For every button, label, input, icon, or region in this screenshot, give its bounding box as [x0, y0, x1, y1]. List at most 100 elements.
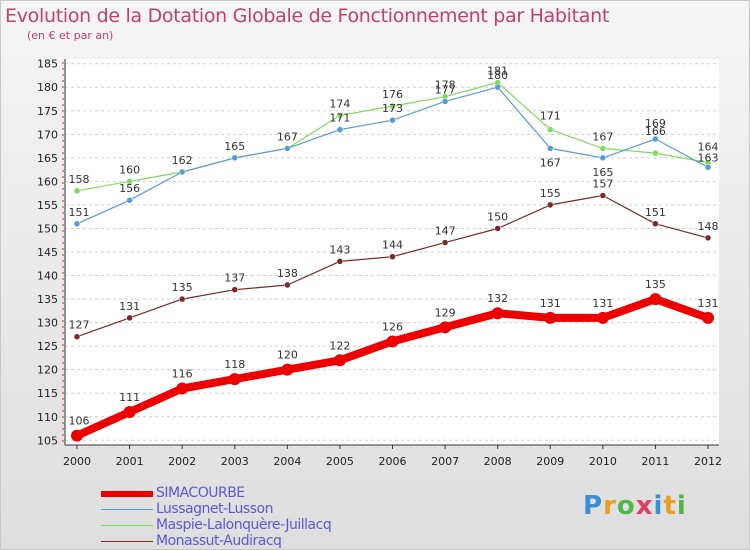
data-labels: 106 111 116 118 120 122 126 129 132 131 131 135 131 1… [69, 65, 719, 428]
data-label: 147 [435, 225, 456, 238]
data-point [73, 333, 81, 340]
data-point [494, 225, 501, 232]
legend-swatch-maspie [101, 525, 153, 526]
data-point [126, 314, 133, 322]
data-point [652, 220, 659, 228]
data-point [389, 116, 396, 124]
data-point [73, 187, 81, 195]
data-label: 122 [329, 339, 350, 352]
data-label: 177 [435, 83, 456, 96]
data-point [547, 201, 554, 209]
data-point [652, 149, 659, 157]
data-point [439, 321, 452, 334]
data-point [336, 126, 344, 133]
data-label: 148 [698, 220, 719, 233]
data-label: 126 [382, 320, 403, 333]
y-tick-label: 165 [37, 152, 58, 165]
data-point [336, 258, 344, 265]
x-tick-label: 2009 [536, 455, 564, 468]
data-label: 131 [540, 297, 561, 310]
data-point [231, 286, 238, 293]
data-label: 167 [540, 156, 561, 169]
y-tick-label: 180 [37, 81, 58, 94]
data-point [547, 126, 554, 133]
chart-title: Evolution de la Dotation Globale de Fonc… [5, 5, 610, 27]
data-label: 155 [540, 187, 561, 200]
y-tick-label: 130 [37, 317, 58, 330]
data-label: 181 [487, 65, 508, 78]
x-tick-label: 2012 [694, 455, 722, 468]
data-point [386, 335, 399, 348]
x-tick-label: 2000 [63, 455, 91, 468]
logo-letter: P [583, 491, 604, 521]
logo-letter: o [616, 491, 636, 521]
data-point [599, 145, 607, 152]
data-label: 131 [592, 297, 613, 310]
y-tick-label: 170 [37, 128, 58, 141]
data-label: 116 [172, 368, 193, 381]
data-label: 165 [592, 166, 613, 179]
data-label: 164 [698, 141, 719, 154]
legend-label: Lussagnet-Lusson [156, 501, 273, 517]
data-point [596, 311, 609, 324]
legend-swatch-lussagnet [101, 509, 153, 510]
data-label: 135 [172, 281, 193, 294]
x-tick-label: 2001 [116, 455, 144, 468]
data-label: 156 [119, 182, 140, 195]
y-tick-label: 175 [37, 105, 58, 118]
data-point [333, 354, 346, 367]
data-point [71, 429, 83, 442]
data-label: 151 [645, 206, 666, 219]
y-tick-label: 125 [37, 340, 58, 353]
legend-item: Monassut-Audiracq [101, 533, 381, 549]
data-point [284, 281, 291, 289]
data-label: 157 [592, 178, 613, 191]
data-point [652, 135, 659, 143]
data-label: 171 [540, 110, 561, 123]
data-label: 171 [329, 112, 350, 125]
y-tick-label: 160 [37, 175, 58, 188]
y-tick-label: 185 [37, 58, 58, 71]
x-tick-label: 2008 [484, 455, 512, 468]
data-point [126, 178, 133, 185]
logo-letter: r [603, 491, 617, 521]
data-label: 137 [224, 272, 245, 285]
data-label: 143 [329, 243, 350, 256]
data-point [389, 102, 396, 110]
legend-label: SIMACOURBE [156, 485, 245, 501]
data-label: 129 [435, 306, 456, 319]
x-tick-label: 2004 [273, 455, 301, 468]
data-point [599, 154, 607, 162]
x-tick-label: 2002 [168, 455, 196, 468]
legend-swatch-monassut [101, 541, 153, 542]
logo-letter: x [635, 491, 654, 521]
legend-item: Maspie-Lalonquère-Juillacq [101, 517, 381, 535]
data-label: 180 [487, 69, 508, 82]
data-point [178, 168, 186, 176]
data-label: 160 [119, 163, 140, 176]
data-point [599, 192, 607, 199]
data-point [441, 239, 449, 246]
data-point [123, 406, 136, 419]
data-label: 178 [435, 79, 456, 92]
data-point [704, 234, 712, 242]
data-point [126, 196, 133, 204]
data-point [704, 164, 712, 171]
logo-letter: t [663, 491, 677, 521]
data-point [284, 145, 291, 152]
data-label: 131 [698, 297, 719, 310]
logo-letter: i [653, 491, 664, 521]
data-label: 118 [224, 358, 245, 371]
data-label: 132 [487, 292, 508, 305]
data-point [228, 373, 241, 386]
y-tick-label: 140 [37, 270, 58, 283]
y-tick-label: 150 [37, 222, 58, 235]
data-label: 120 [277, 349, 298, 362]
logo-letter: i [676, 491, 687, 521]
legend-label: Monassut-Audiracq [156, 533, 282, 549]
data-label: 166 [645, 125, 666, 138]
y-tick-label: 145 [37, 246, 58, 259]
x-tick-label: 2011 [641, 455, 669, 468]
chart-subtitle: (en € et par an) [27, 29, 114, 42]
